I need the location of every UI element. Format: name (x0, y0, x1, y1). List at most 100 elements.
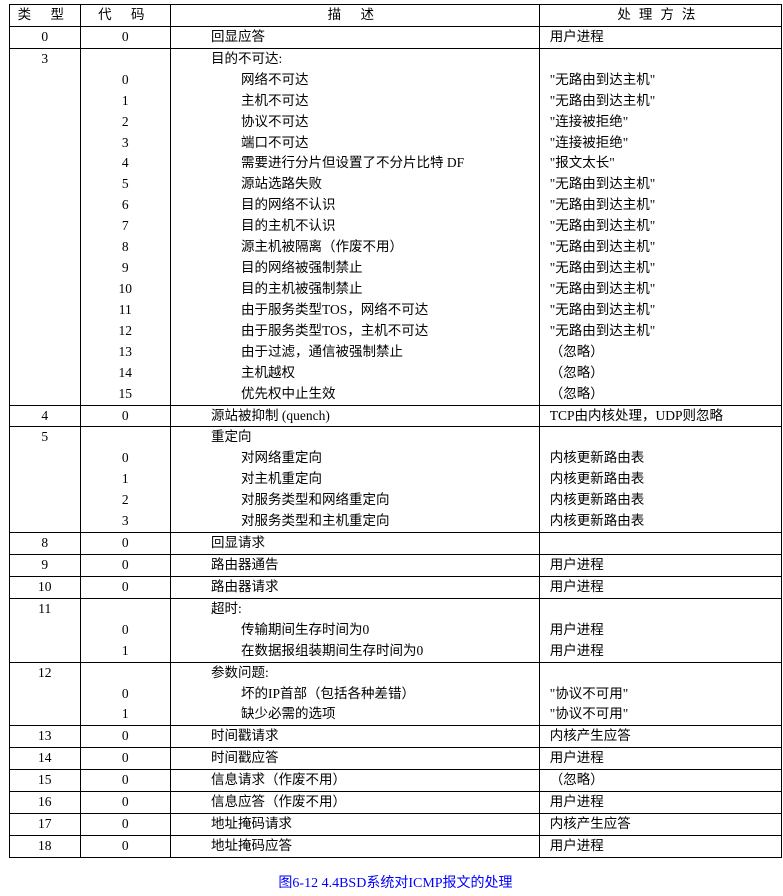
code-value: 2 (81, 112, 170, 133)
cell-desc: 回显请求 (170, 533, 539, 555)
desc-value: 信息请求（作废不用） (171, 770, 539, 791)
desc-value: 目的网络被强制禁止 (171, 258, 539, 279)
table-row: 40源站被抑制 (quench)TCP由内核处理，UDP则忽略 (10, 405, 782, 427)
type-value (10, 216, 80, 237)
type-value: 15 (10, 770, 80, 791)
method-value: "无路由到达主机" (540, 195, 781, 216)
type-value (10, 70, 80, 91)
cell-method: 内核更新路由表内核更新路由表内核更新路由表内核更新路由表 (539, 427, 781, 533)
code-value: 0 (81, 533, 170, 554)
method-value: （忽略） (540, 363, 781, 384)
icmp-table: 类 型 代 码 描 述 处理方法 00回显应答用户进程3 01234567891… (9, 4, 782, 858)
cell-desc: 回显应答 (170, 26, 539, 48)
code-value: 3 (81, 133, 170, 154)
type-value (10, 641, 80, 662)
desc-value: 在数据报组装期间生存时间为0 (171, 641, 539, 662)
type-value: 10 (10, 577, 80, 598)
desc-value: 端口不可达 (171, 133, 539, 154)
code-value: 0 (81, 27, 170, 48)
col-code: 代 码 (80, 5, 170, 27)
cell-type: 12 (10, 662, 81, 726)
table-row: 180地址掩码应答用户进程 (10, 835, 782, 857)
cell-method: 用户进程 (539, 576, 781, 598)
cell-type: 16 (10, 792, 81, 814)
table-row: 5 0123重定向对网络重定向对主机重定向对服务类型和网络重定向对服务类型和主机… (10, 427, 782, 533)
figure-caption: 图6-12 4.4BSD系统对ICMP报文的处理 (4, 872, 783, 892)
type-value (10, 153, 80, 174)
method-value: 用户进程 (540, 27, 781, 48)
type-value: 16 (10, 792, 80, 813)
type-value (10, 321, 80, 342)
code-value: 0 (81, 620, 170, 641)
desc-value: 路由器通告 (171, 555, 539, 576)
table-row: 140时间戳应答用户进程 (10, 748, 782, 770)
method-value: "无路由到达主机" (540, 237, 781, 258)
method-value: "协议不可用" (540, 704, 781, 725)
desc-value: 协议不可达 (171, 112, 539, 133)
type-value: 0 (10, 27, 80, 48)
type-value: 8 (10, 533, 80, 554)
code-value: 0 (81, 684, 170, 705)
method-value (540, 49, 781, 70)
table-row: 80回显请求 (10, 533, 782, 555)
method-value: "无路由到达主机" (540, 174, 781, 195)
method-value: 用户进程 (540, 792, 781, 813)
code-value: 7 (81, 216, 170, 237)
cell-code: 01 (80, 662, 170, 726)
code-value: 13 (81, 342, 170, 363)
cell-type: 4 (10, 405, 81, 427)
method-value: 用户进程 (540, 577, 781, 598)
desc-value: 源站选路失败 (171, 174, 539, 195)
code-value: 1 (81, 704, 170, 725)
cell-type: 15 (10, 770, 81, 792)
cell-desc: 路由器请求 (170, 576, 539, 598)
method-value (540, 663, 781, 684)
code-value: 0 (81, 770, 170, 791)
cell-code: 0 (80, 726, 170, 748)
desc-value: 坏的IP首部（包括各种差错） (171, 684, 539, 705)
type-value: 11 (10, 599, 80, 620)
code-value: 15 (81, 384, 170, 405)
method-value: 用户进程 (540, 620, 781, 641)
desc-value: 网络不可达 (171, 70, 539, 91)
method-value: 内核更新路由表 (540, 511, 781, 532)
desc-value: 对服务类型和网络重定向 (171, 490, 539, 511)
method-value: 用户进程 (540, 641, 781, 662)
cell-type: 8 (10, 533, 81, 555)
desc-value: 源站被抑制 (quench) (171, 406, 539, 427)
type-value: 18 (10, 836, 80, 857)
method-value: 用户进程 (540, 748, 781, 769)
table-row: 12 01参数问题:坏的IP首部（包括各种差错）缺少必需的选项 "协议不可用""… (10, 662, 782, 726)
cell-code: 0 (80, 26, 170, 48)
method-value: 用户进程 (540, 555, 781, 576)
cell-type: 13 (10, 726, 81, 748)
cell-code: 0 (80, 792, 170, 814)
code-value: 12 (81, 321, 170, 342)
code-value (81, 663, 170, 684)
method-value (540, 427, 781, 448)
code-value: 0 (81, 748, 170, 769)
type-value (10, 300, 80, 321)
method-value: "无路由到达主机" (540, 70, 781, 91)
cell-type: 17 (10, 814, 81, 836)
method-value: "无路由到达主机" (540, 321, 781, 342)
cell-desc: 参数问题:坏的IP首部（包括各种差错）缺少必需的选项 (170, 662, 539, 726)
desc-value: 目的不可达: (171, 49, 539, 70)
desc-value: 目的网络不认识 (171, 195, 539, 216)
desc-value: 信息应答（作废不用） (171, 792, 539, 813)
type-value (10, 279, 80, 300)
desc-value: 由于服务类型TOS，网络不可达 (171, 300, 539, 321)
cell-type: 14 (10, 748, 81, 770)
method-value: "协议不可用" (540, 684, 781, 705)
type-value: 14 (10, 748, 80, 769)
method-value: "无路由到达主机" (540, 258, 781, 279)
type-value: 5 (10, 427, 80, 448)
table-row: 130时间戳请求内核产生应答 (10, 726, 782, 748)
cell-desc: 超时:传输期间生存时间为0在数据报组装期间生存时间为0 (170, 598, 539, 662)
cell-method (539, 533, 781, 555)
table-row: 11 01超时:传输期间生存时间为0在数据报组装期间生存时间为0 用户进程用户进… (10, 598, 782, 662)
cell-method: 内核产生应答 (539, 726, 781, 748)
desc-value: 目的主机被强制禁止 (171, 279, 539, 300)
method-value: "无路由到达主机" (540, 279, 781, 300)
desc-value: 需要进行分片但设置了不分片比特 DF (171, 153, 539, 174)
